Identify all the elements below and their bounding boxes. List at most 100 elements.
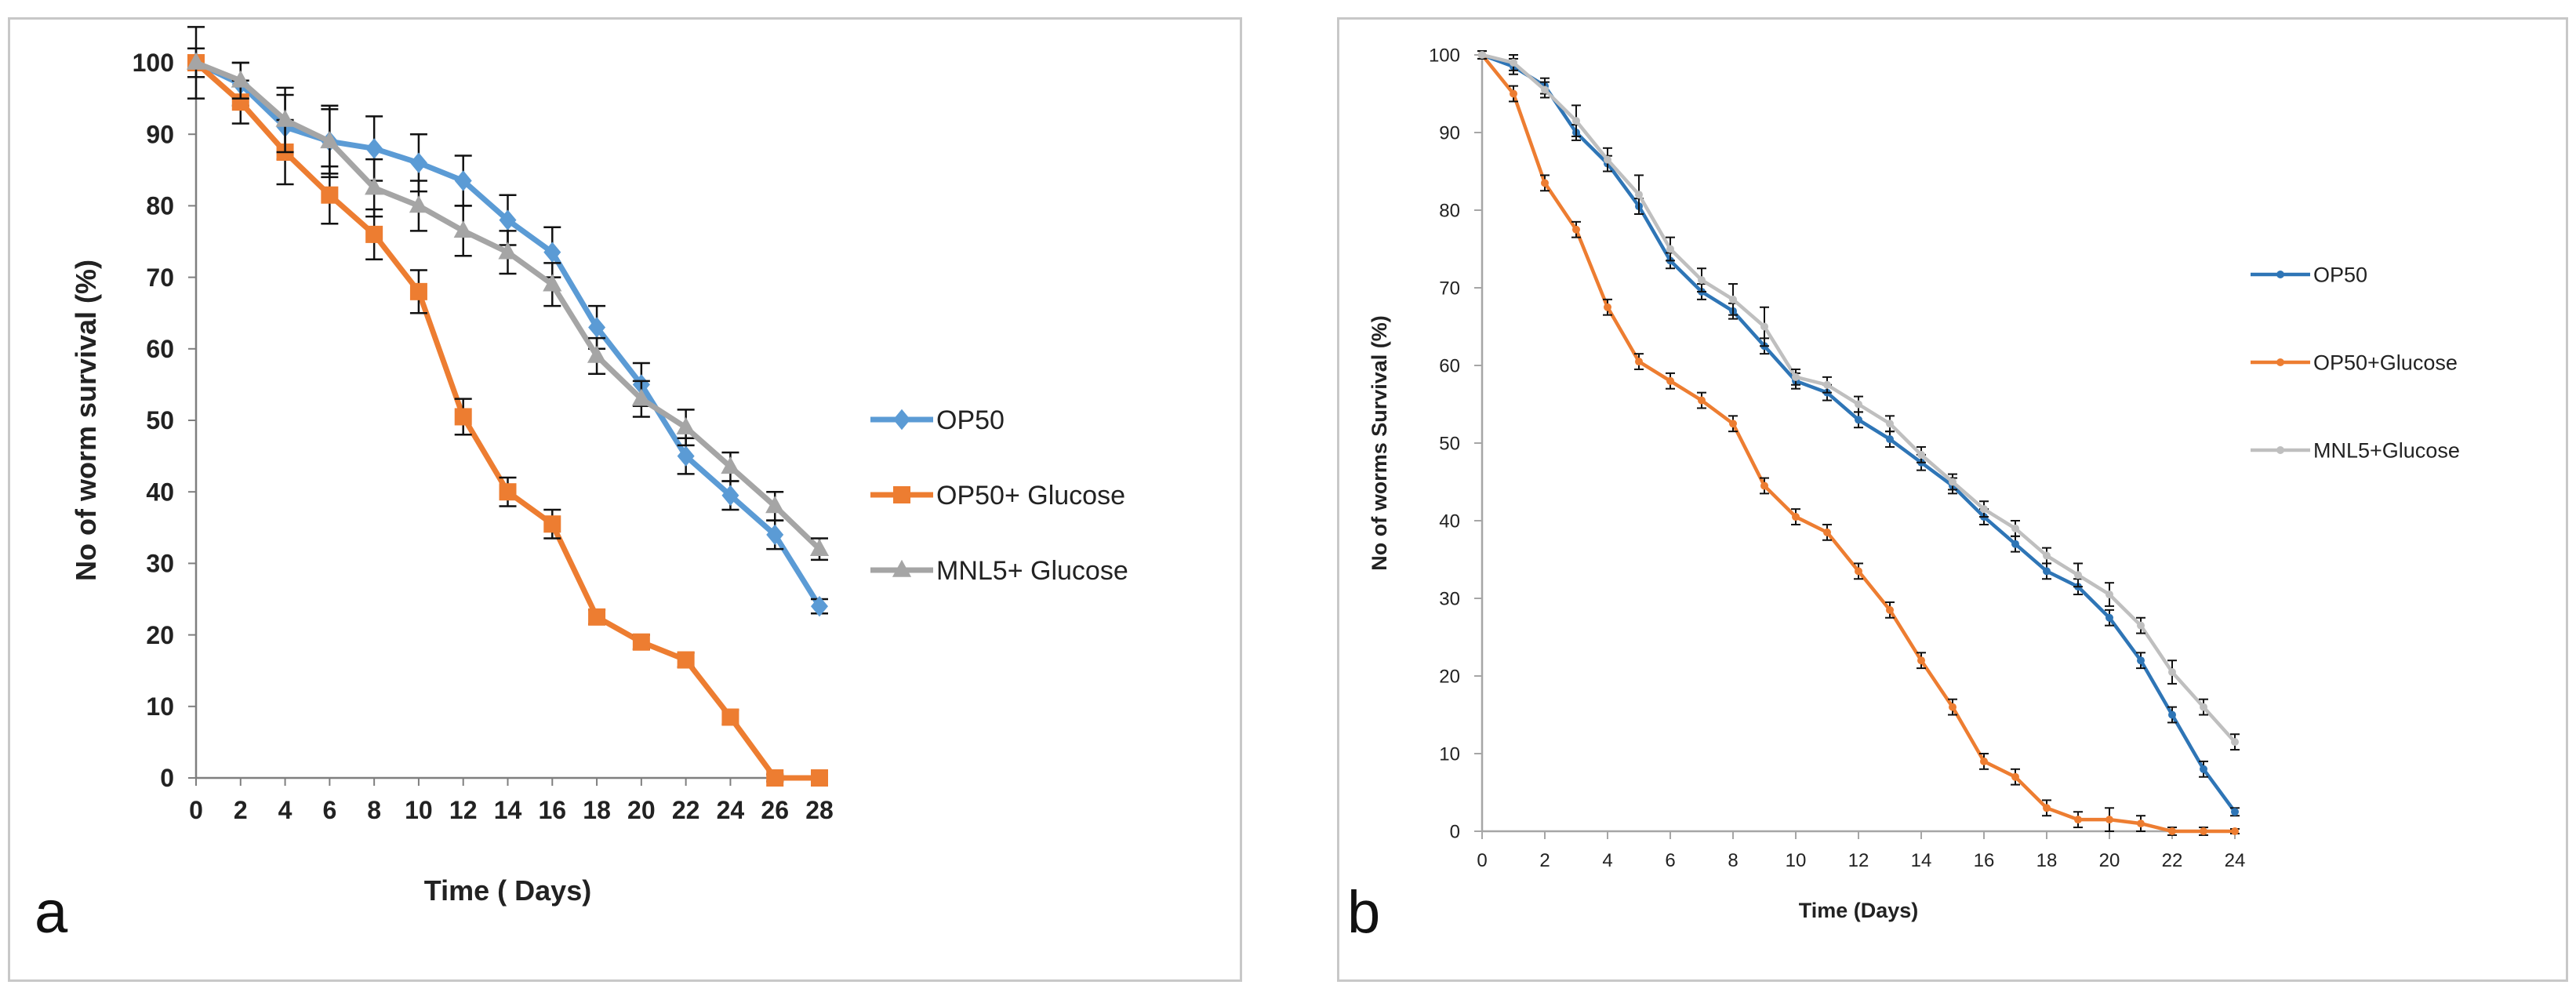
data-point — [1729, 295, 1737, 303]
x-tick-label: 4 — [278, 796, 292, 824]
data-point — [2168, 668, 2176, 677]
data-point — [543, 515, 561, 533]
y-tick-label: 30 — [1439, 588, 1460, 609]
data-point — [1666, 245, 1674, 253]
data-point — [1792, 513, 1800, 521]
data-point — [1823, 528, 1831, 536]
data-point — [186, 52, 206, 70]
x-tick-label: 20 — [2099, 850, 2120, 871]
x-tick-label: 24 — [717, 796, 745, 824]
y-tick-label: 10 — [146, 692, 174, 721]
data-point — [811, 595, 828, 617]
y-tick-label: 70 — [1439, 278, 1460, 299]
series-line — [1481, 53, 2236, 813]
data-point — [2168, 710, 2176, 719]
data-point — [2043, 551, 2051, 560]
data-point — [2200, 703, 2207, 711]
x-tick-label: 10 — [405, 796, 433, 824]
series-2 — [1477, 50, 2240, 836]
data-point — [1949, 703, 1957, 711]
y-tick-label: 40 — [1439, 511, 1460, 532]
data-point — [454, 170, 472, 191]
data-point — [365, 225, 383, 243]
series-line — [194, 60, 822, 551]
series-3 — [1477, 50, 2240, 751]
data-point — [811, 769, 828, 787]
legend-label: OP50+Glucose — [2313, 351, 2458, 374]
y-tick-label: 100 — [133, 49, 174, 77]
data-point — [1980, 505, 1988, 514]
data-point — [1604, 155, 1611, 164]
data-point — [1886, 605, 1894, 614]
data-point — [2043, 567, 2051, 576]
data-point — [453, 220, 473, 238]
x-tick-label: 22 — [672, 796, 700, 824]
legend-swatch-marker — [893, 486, 910, 503]
data-point — [409, 195, 429, 213]
legend-label: MNL5+ Glucose — [936, 556, 1128, 586]
x-tick-label: 16 — [1974, 850, 1995, 871]
legend-swatch-marker — [893, 409, 910, 431]
x-tick-label: 6 — [322, 796, 336, 824]
data-point — [1635, 358, 1643, 366]
x-tick-label: 12 — [449, 796, 478, 824]
data-point — [1478, 51, 1486, 59]
y-tick-label: 90 — [146, 120, 174, 148]
y-tick-label: 20 — [1439, 666, 1460, 687]
data-point — [766, 769, 784, 787]
data-point — [2074, 816, 2082, 824]
y-axis-label: No of worm survival (%) — [70, 260, 102, 581]
series-line — [1481, 53, 2235, 834]
x-tick-label: 22 — [2162, 850, 2183, 871]
data-point — [454, 408, 472, 426]
legend-label: OP50+ Glucose — [936, 481, 1125, 511]
data-point — [1792, 372, 1800, 381]
y-tick-label: 0 — [1450, 821, 1460, 842]
data-point — [2168, 827, 2176, 835]
y-tick-label: 30 — [146, 550, 174, 578]
data-point — [721, 485, 739, 506]
y-tick-label: 90 — [1439, 122, 1460, 144]
x-tick-label: 8 — [367, 796, 381, 824]
data-point — [321, 186, 339, 204]
x-tick-label: 4 — [1602, 850, 1612, 871]
legend-entry: OP50 — [2251, 263, 2367, 286]
data-point — [498, 242, 518, 260]
data-point — [409, 152, 427, 173]
data-point — [721, 456, 740, 474]
series-2 — [187, 54, 828, 787]
data-point — [1510, 58, 1517, 67]
data-point — [1698, 276, 1706, 285]
x-tick-label: 2 — [234, 796, 248, 824]
y-tick-label: 20 — [146, 621, 174, 649]
y-tick-label: 10 — [1439, 743, 1460, 765]
x-axis-label: Time (Days) — [1799, 899, 1919, 922]
data-point — [766, 524, 784, 546]
y-tick-label: 60 — [146, 335, 174, 363]
y-tick-label: 80 — [146, 192, 174, 220]
x-tick-label: 16 — [538, 796, 566, 824]
data-point — [409, 282, 427, 300]
y-tick-label: 60 — [1439, 355, 1460, 376]
data-point — [1917, 450, 1925, 459]
x-tick-label: 6 — [1665, 850, 1675, 871]
data-point — [2231, 827, 2239, 835]
legend-entry: OP50+ Glucose — [870, 481, 1125, 511]
data-point — [1635, 191, 1643, 199]
data-point — [587, 345, 607, 363]
y-tick-label: 70 — [146, 263, 174, 292]
data-point — [2011, 772, 2019, 781]
legend-swatch-marker — [892, 559, 912, 577]
x-tick-label: 26 — [761, 796, 789, 824]
data-point — [588, 317, 606, 338]
data-point — [2200, 827, 2207, 835]
data-point — [499, 483, 517, 501]
x-tick-label: 12 — [1848, 850, 1869, 871]
data-point — [2231, 738, 2239, 747]
data-point — [275, 109, 295, 127]
series-1 — [1477, 50, 2240, 817]
data-point — [1666, 376, 1674, 385]
data-point — [809, 538, 830, 556]
data-point — [1541, 85, 1549, 94]
